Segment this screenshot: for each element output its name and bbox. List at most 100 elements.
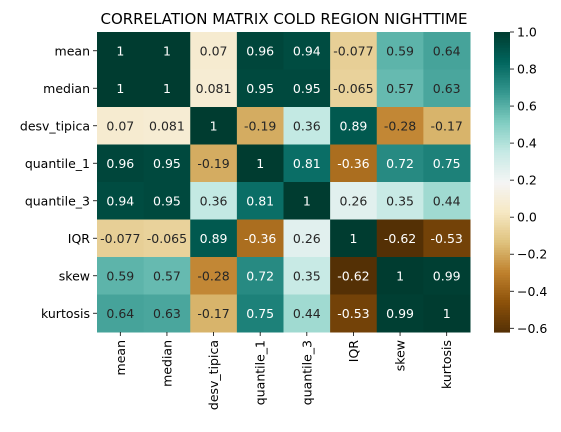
- colorbar-segment: [494, 154, 510, 158]
- colorbar-segment: [494, 119, 510, 123]
- colorbar-segment: [494, 142, 510, 146]
- colorbar-segment: [494, 177, 510, 181]
- colorbar-segment: [494, 72, 510, 76]
- cell-value-label: 0.64: [433, 43, 461, 58]
- colorbar-segment: [494, 327, 510, 331]
- heatmap-cell-quantile_1-mean: [97, 144, 145, 183]
- heatmap-cell-median-desv_tipica: [190, 69, 238, 108]
- colorbar-segment: [494, 222, 510, 226]
- colorbar-segment: [494, 214, 510, 218]
- heatmap-cell-quantile_3-skew: [376, 182, 424, 220]
- cell-value-label: 0.99: [433, 268, 461, 283]
- heatmap-cell-IQR-skew: [376, 219, 424, 258]
- colorbar-segment: [494, 204, 510, 208]
- heatmap-cell-quantile_1-median: [143, 144, 191, 183]
- cell-value-label: 0.35: [386, 193, 414, 208]
- colorbar-segment: [494, 289, 510, 293]
- heatmap-cell-median-median: [143, 69, 191, 108]
- colorbar-segment: [494, 39, 510, 43]
- cell-value-label: 0.26: [293, 231, 321, 246]
- cell-value-label: 0.75: [246, 306, 274, 321]
- cell-value-label: 0.44: [293, 306, 321, 321]
- cell-value-label: -0.62: [337, 268, 369, 283]
- column-tick-labels: mean median desv_tipica quantile_1 quantile_…: [113, 332, 454, 410]
- row-label-median: median: [43, 81, 90, 96]
- cell-value-label: 0.95: [293, 81, 321, 96]
- heatmap-cell-IQR-mean: [97, 219, 145, 258]
- colorbar-segment: [494, 242, 510, 246]
- column-label-mean: mean: [113, 340, 128, 375]
- heatmap-cell-IQR-median: [143, 219, 191, 258]
- colorbar-segment: [494, 167, 510, 171]
- cell-value-label: 0.57: [153, 268, 181, 283]
- colorbar-segment: [494, 299, 510, 303]
- heatmap-cell-kurtosis-quantile_1: [236, 294, 284, 333]
- heatmap-cell-kurtosis-median: [143, 294, 191, 333]
- colorbar: 1.0 0.8 0.6 0.4 0.2 0.0 −0.2 −0.4 −0.6: [494, 25, 547, 336]
- cell-value-label: 0.94: [293, 43, 321, 58]
- colorbar-segment: [494, 287, 510, 291]
- colorbar-segment: [494, 139, 510, 143]
- cell-value-label: 0.081: [149, 118, 185, 133]
- cell-value-label: 1: [163, 43, 171, 58]
- heatmap-cell-kurtosis-desv_tipica: [190, 294, 238, 333]
- colorbar-tick-label: −0.2: [517, 247, 547, 262]
- heatmap-cell-mean-IQR: [330, 32, 378, 70]
- heatmap-cell-median-kurtosis: [423, 69, 471, 108]
- colorbar-segment: [494, 277, 510, 281]
- colorbar-segment: [494, 237, 510, 241]
- colorbar-segment: [494, 212, 510, 216]
- cell-value-label: 1: [303, 193, 311, 208]
- column-label-IQR: IQR: [346, 340, 361, 363]
- colorbar-segment: [494, 64, 510, 68]
- heatmap-cell-quantile_3-kurtosis: [423, 182, 471, 220]
- heatmap-cell-mean-quantile_1: [236, 32, 284, 70]
- colorbar-segment: [494, 202, 510, 206]
- colorbar-segment: [494, 152, 510, 156]
- heatmap-cell-IQR-quantile_3: [283, 219, 331, 258]
- cell-value-label: -0.077: [100, 231, 140, 246]
- cell-value-label: 0.36: [200, 193, 228, 208]
- colorbar-segment: [494, 109, 510, 113]
- cell-value-label: 0.44: [433, 193, 461, 208]
- heatmap-cell-median-quantile_3: [283, 69, 331, 108]
- row-label-kurtosis: kurtosis: [41, 306, 90, 321]
- colorbar-segment: [494, 274, 510, 278]
- colorbar-segment: [494, 217, 510, 221]
- colorbar-tick-label: 1.0: [517, 25, 537, 40]
- colorbar-segment: [494, 124, 510, 128]
- cell-value-label: -0.065: [147, 231, 187, 246]
- column-label-quantile_1: quantile_1: [253, 340, 268, 405]
- cell-value-label: 0.07: [200, 43, 228, 58]
- column-label-skew: skew: [393, 340, 408, 371]
- colorbar-segment: [494, 247, 510, 251]
- colorbar-segment: [494, 134, 510, 138]
- column-label-median: median: [159, 340, 174, 387]
- cell-value-label: 0.89: [200, 231, 228, 246]
- heatmap-cell-IQR-kurtosis: [423, 219, 471, 258]
- heatmap-cell-desv_tipica-median: [143, 107, 191, 145]
- heatmap-cell-quantile_1-desv_tipica: [190, 144, 238, 183]
- colorbar-segment: [494, 102, 510, 106]
- colorbar-segment: [494, 312, 510, 316]
- cell-value-label: 0.89: [340, 118, 368, 133]
- cell-value-label: 0.95: [246, 81, 274, 96]
- cell-value-label: 0.99: [386, 306, 414, 321]
- colorbar-segment: [494, 114, 510, 118]
- colorbar-segment: [494, 34, 510, 38]
- colorbar-segment: [494, 132, 510, 136]
- colorbar-segment: [494, 57, 510, 61]
- colorbar-segment: [494, 259, 510, 263]
- heatmap-cell-mean-kurtosis: [423, 32, 471, 70]
- colorbar-segment: [494, 192, 510, 196]
- colorbar-segment: [494, 87, 510, 91]
- heatmap-cell-kurtosis-skew: [376, 294, 424, 333]
- colorbar-segment: [494, 97, 510, 101]
- cell-value-label: 0.59: [106, 268, 134, 283]
- colorbar-tick-label: 0.2: [517, 173, 537, 188]
- colorbar-segment: [494, 82, 510, 86]
- colorbar-segment: [494, 32, 510, 36]
- cell-value-label: -0.62: [384, 231, 416, 246]
- cell-value-label: -0.19: [197, 156, 229, 171]
- colorbar-segment: [494, 319, 510, 323]
